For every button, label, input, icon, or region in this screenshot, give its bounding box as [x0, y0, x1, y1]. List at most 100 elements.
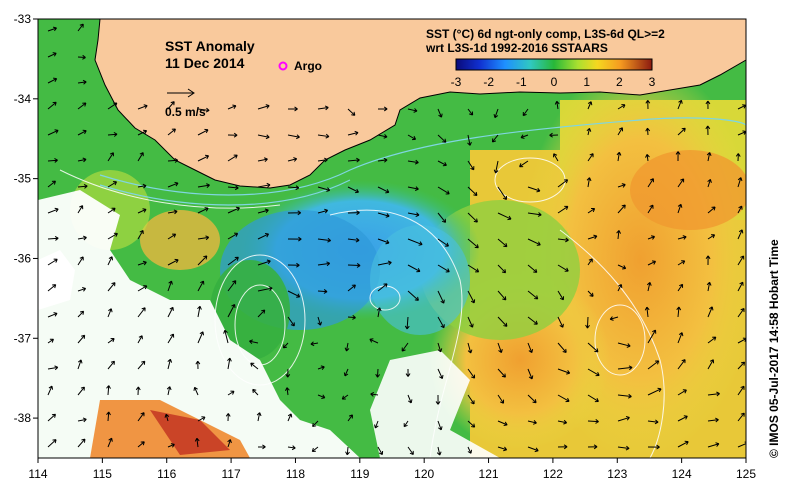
velocity-arrow [587, 368, 600, 377]
velocity-arrow [197, 280, 205, 292]
velocity-arrow [317, 186, 331, 192]
velocity-arrow [557, 237, 569, 243]
velocity-arrow [587, 444, 598, 450]
velocity-arrow [252, 388, 259, 396]
velocity-arrow [676, 306, 682, 318]
velocity-arrow [437, 420, 443, 431]
velocity-arrow [407, 186, 419, 191]
velocity-arrow [407, 446, 414, 455]
velocity-arrow [285, 368, 291, 378]
velocity-arrow [227, 206, 240, 214]
x-tick-label: 115 [93, 467, 112, 481]
velocity-arrow [197, 183, 210, 188]
velocity-arrow [467, 186, 478, 197]
velocity-arrow [317, 365, 325, 370]
velocity-arrow [587, 208, 596, 214]
velocity-arrow [167, 158, 179, 163]
velocity-arrow [647, 260, 657, 266]
colorbar [455, 58, 653, 71]
velocity-arrow [737, 104, 746, 110]
x-tick-label: 125 [736, 467, 756, 481]
velocity-arrow [737, 229, 744, 240]
current-lines [99, 117, 746, 206]
velocity-arrow [167, 306, 174, 318]
velocity-arrow [737, 177, 743, 188]
velocity-arrow [705, 255, 711, 266]
velocity-arrow [369, 338, 379, 344]
velocity-arrow [344, 342, 350, 352]
velocity-arrow [107, 152, 114, 162]
velocity-arrow [166, 386, 172, 396]
velocity-arrow [47, 439, 57, 448]
velocity-arrow [737, 361, 746, 370]
velocity-arrow [527, 342, 534, 354]
x-tick-label: 121 [479, 467, 499, 481]
velocity-arrow [645, 100, 651, 110]
velocity-arrow [497, 446, 508, 452]
velocity-arrow [347, 108, 356, 116]
velocity-arrow [497, 394, 505, 404]
y-tick-label: -33 [14, 12, 32, 26]
velocity-arrow [587, 153, 594, 162]
velocity-arrow [587, 234, 598, 240]
velocity-arrow [250, 362, 259, 370]
colorbar-tick-label: 0 [551, 75, 558, 89]
velocity-arrow [257, 232, 270, 240]
velocity-arrow [107, 181, 118, 188]
velocity-arrow [167, 181, 179, 188]
velocity-arrow [677, 127, 686, 136]
velocity-arrow [107, 232, 118, 240]
velocity-arrow [77, 359, 83, 370]
velocity-arrow [617, 415, 630, 422]
velocity-arrow [437, 368, 444, 379]
velocity-arrow [677, 178, 685, 188]
y-tick-label: -35 [14, 172, 32, 186]
velocity-arrow [554, 100, 560, 110]
velocity-arrow [47, 207, 59, 214]
velocity-arrow [557, 316, 564, 328]
colorbar-ticks: -3 -2 -1 0 1 2 3 [451, 75, 656, 89]
velocity-arrow [47, 52, 57, 58]
velocity-arrow [249, 339, 259, 345]
velocity-arrow [137, 335, 143, 344]
velocity-arrow [106, 385, 111, 396]
velocity-arrow [617, 264, 627, 270]
velocity-arrow [707, 442, 720, 448]
velocity-arrow [137, 152, 144, 162]
velocity-arrow [706, 281, 712, 292]
velocity-arrow [645, 127, 651, 136]
velocity-arrow [257, 134, 270, 140]
velocity-arrow [377, 238, 390, 245]
velocity-arrow [167, 333, 175, 344]
velocity-arrows [47, 23, 746, 456]
argo-float-icon [278, 61, 288, 71]
velocity-arrow [497, 264, 507, 274]
velocity-arrow [587, 342, 599, 353]
colorbar-tick-label: -1 [516, 75, 527, 89]
velocity-arrow [407, 238, 423, 246]
velocity-arrow [616, 230, 622, 240]
velocity-arrow [407, 290, 419, 301]
velocity-arrow [167, 280, 173, 292]
velocity-arrow [107, 207, 116, 214]
velocity-arrow [407, 212, 420, 218]
map-date: 11 Dec 2014 [165, 55, 245, 71]
x-tick-label: 123 [607, 467, 627, 481]
argo-legend-label: Argo [294, 59, 322, 73]
velocity-arrow [467, 238, 479, 249]
velocity-arrow [527, 316, 538, 325]
velocity-arrow [377, 446, 384, 456]
velocity-arrow [47, 101, 57, 110]
velocity-arrow [437, 290, 445, 304]
velocity-arrow [617, 127, 624, 136]
velocity-arrow [167, 258, 179, 266]
velocity-arrow [617, 342, 631, 348]
velocity-arrow [527, 186, 541, 193]
velocity-arrow [227, 132, 238, 138]
velocity-arrow [137, 412, 145, 422]
velocity-arrow [137, 260, 147, 266]
velocity-arrow [677, 332, 684, 344]
velocity-arrow [107, 338, 115, 344]
velocity-arrow [47, 158, 58, 163]
